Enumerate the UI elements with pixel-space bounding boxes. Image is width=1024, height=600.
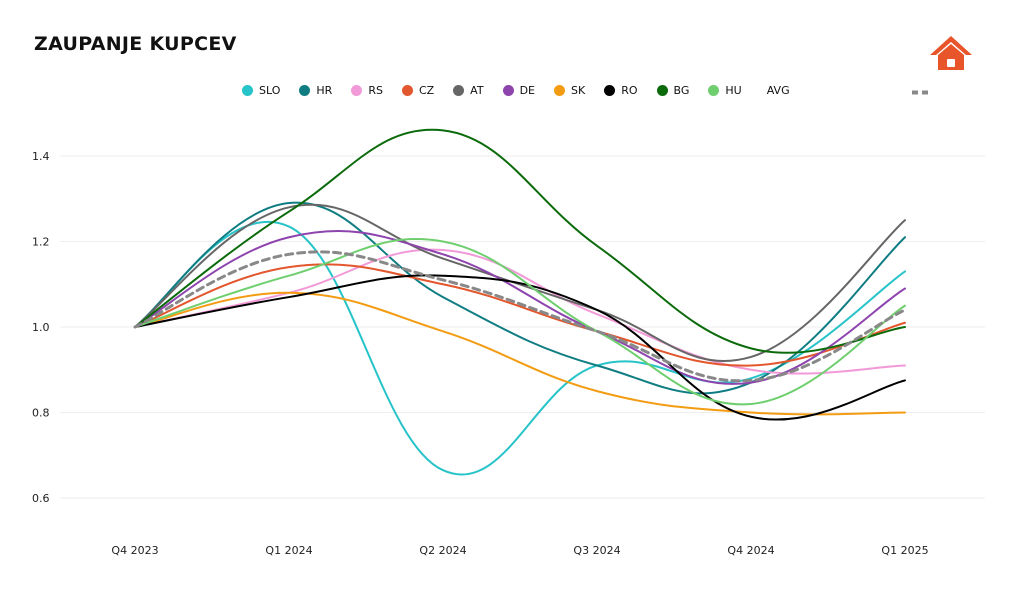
legend-label: SK (570, 84, 586, 97)
legend-dot (708, 85, 720, 96)
legend-dot (553, 85, 565, 96)
legend-label: AT (470, 84, 484, 97)
legend-dot (453, 85, 465, 96)
legend-item-slo: SLO (242, 84, 280, 97)
x-tick-label: Q2 2024 (419, 544, 466, 557)
house-roof (930, 36, 972, 55)
legend-label: RO (621, 84, 638, 97)
legend-dot (242, 85, 253, 96)
legend-label: HU (725, 84, 742, 97)
legend-label: DE (519, 84, 535, 97)
legend-label: SLO (259, 84, 281, 97)
series-line-avg (133, 250, 907, 383)
legend-avg-dash-swatch (912, 90, 930, 95)
legend-label: CZ (418, 84, 435, 97)
legend-dot (502, 85, 514, 96)
series-line-bg (134, 128, 906, 354)
y-tick-label: 0.6 (32, 492, 50, 505)
legend-item-bg: BG (656, 84, 690, 97)
house-icon (930, 36, 972, 70)
chart-legend: SLO HR RS CZ AT DE SK RO BG HU AVG (242, 84, 790, 97)
legend-label: RS (368, 84, 383, 97)
legend-dot (299, 85, 311, 96)
legend-item-hu: HU (708, 84, 742, 97)
series-line-sk (134, 291, 906, 416)
series-line-cz (134, 263, 906, 367)
legend-item-cz: CZ (401, 84, 435, 97)
series-line-slo (134, 220, 906, 476)
x-tick-label: Q3 2024 (573, 544, 620, 557)
legend-dot (656, 85, 668, 96)
legend-label: AVG (766, 84, 790, 97)
chart-title: ZAUPANJE KUPCEV (34, 33, 237, 55)
house-door (947, 59, 955, 67)
legend-dot (351, 85, 363, 96)
legend-item-avg: AVG (767, 84, 790, 97)
legend-label: BG (673, 84, 690, 97)
series-line-rs (134, 248, 906, 375)
y-tick-label: 0.8 (32, 407, 50, 420)
series-line-at (134, 203, 906, 363)
series-line-hr (134, 201, 906, 395)
x-tick-label: Q4 2024 (727, 544, 774, 557)
series-line-hu (134, 237, 906, 406)
legend-item-hr: HR (299, 84, 332, 97)
x-tick-label: Q1 2025 (881, 544, 928, 557)
x-tick-label: Q4 2023 (111, 544, 158, 557)
house-body (938, 44, 964, 70)
legend-item-ro: RO (604, 84, 638, 97)
y-tick-label: 1.2 (32, 236, 50, 249)
legend-dot (604, 85, 616, 96)
legend-item-at: AT (453, 84, 484, 97)
legend-dot (401, 85, 413, 96)
legend-item-rs: RS (351, 84, 383, 97)
legend-item-sk: SK (553, 84, 586, 97)
x-tick-label: Q1 2024 (265, 544, 312, 557)
y-tick-label: 1.4 (32, 150, 50, 163)
series-line-ro (134, 274, 906, 421)
y-tick-label: 1.0 (32, 321, 50, 334)
legend-label: HR (316, 84, 333, 97)
legend-item-de: DE (502, 84, 535, 97)
